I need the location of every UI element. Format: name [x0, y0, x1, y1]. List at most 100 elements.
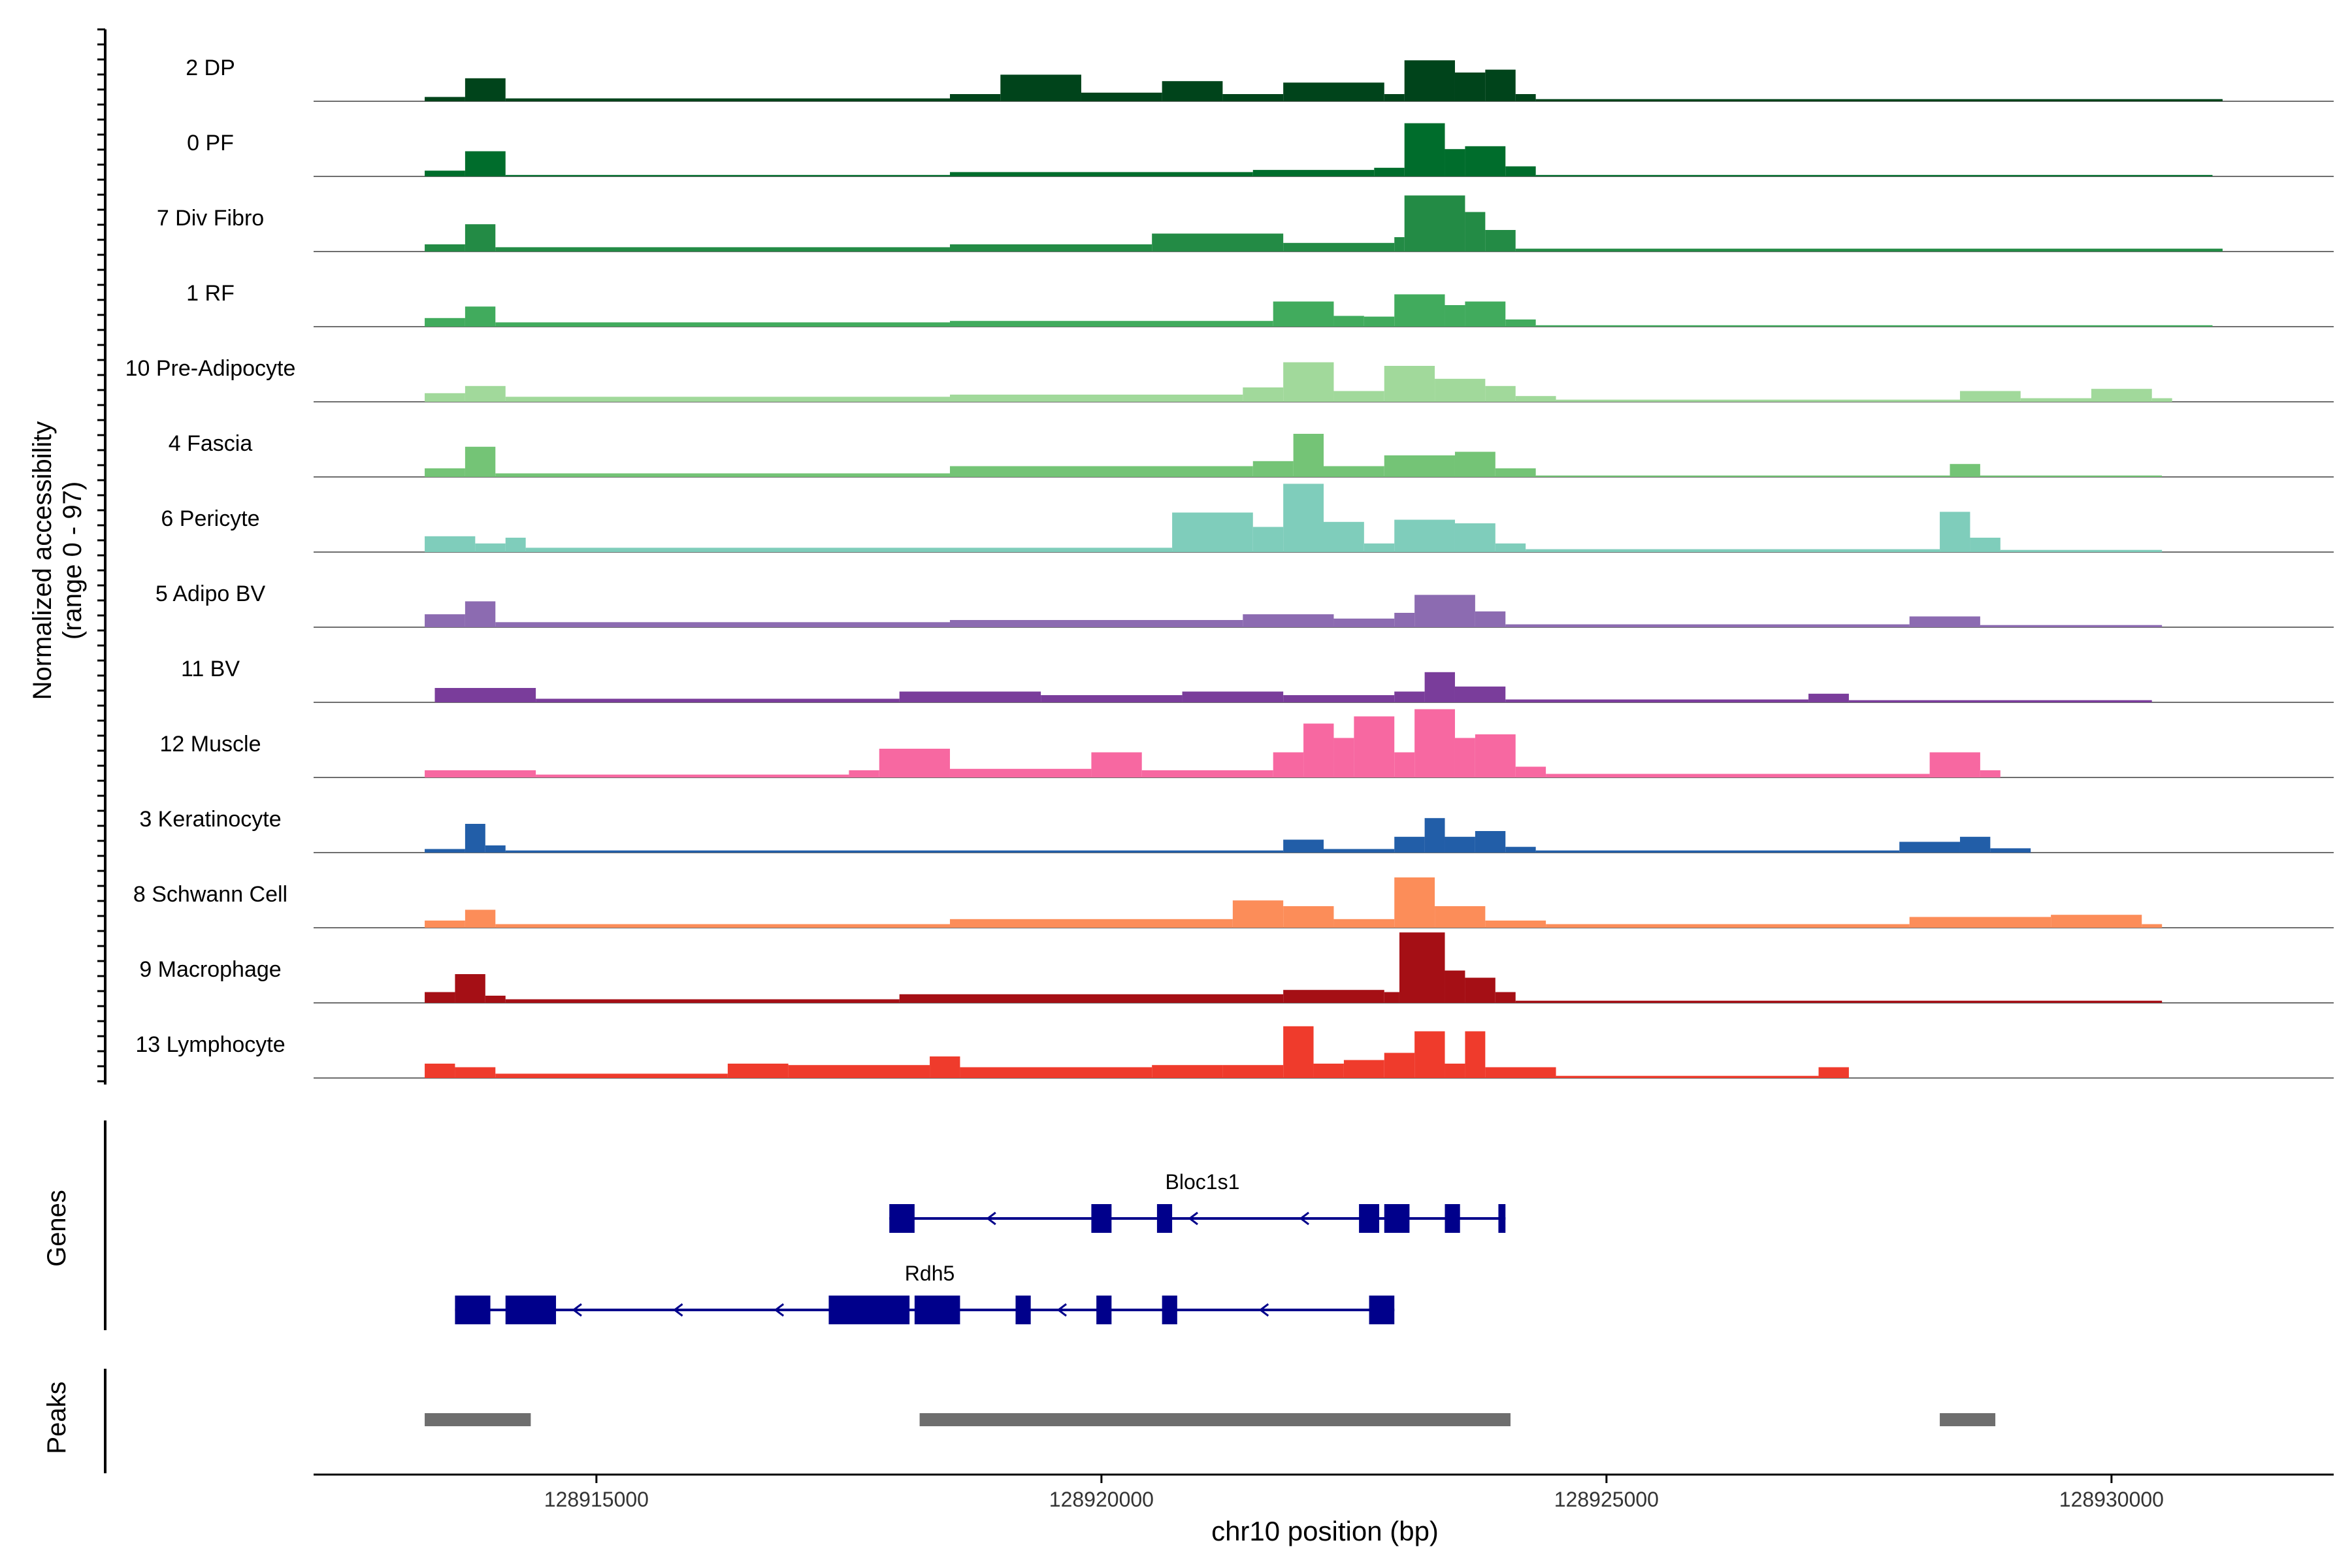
- coverage-bar: [1399, 932, 1445, 1003]
- coverage-bar: [1454, 73, 1486, 101]
- coverage-bar: [1959, 391, 2021, 402]
- gene-strand-arrow: [1188, 1211, 1198, 1226]
- coverage-bar: [1485, 921, 1546, 928]
- coverage-bar: [1515, 248, 2223, 252]
- coverage-bar: [1909, 616, 1980, 627]
- coverage-bar: [1222, 94, 1284, 101]
- coverage-bar: [1465, 146, 1506, 176]
- coverage-bar: [1424, 818, 1445, 853]
- coverage-bar: [505, 999, 900, 1003]
- gene-strand-arrow: [1056, 1303, 1067, 1317]
- coverage-bar: [1252, 461, 1294, 477]
- track-5: 10 Pre-Adipocyte: [125, 356, 2334, 402]
- coverage-bar: [465, 824, 485, 853]
- coverage-bar: [1283, 695, 1395, 702]
- track-label: 11 BV: [181, 657, 240, 681]
- coverage-bar: [465, 306, 496, 327]
- coverage-bar: [899, 994, 1284, 1003]
- peak-intervals: [425, 1413, 1996, 1426]
- coverage-bar: [1394, 294, 1445, 327]
- track-label: 5 Adipo BV: [155, 581, 266, 606]
- coverage-bar: [425, 992, 455, 1003]
- coverage-bar: [475, 543, 506, 552]
- coverage-bar: [495, 322, 950, 327]
- peak-bar: [425, 1413, 531, 1426]
- coverage-bar: [1384, 94, 1405, 101]
- x-axis-tick-label: 128925000: [1554, 1488, 1659, 1511]
- coverage-bar: [505, 174, 950, 176]
- track-label: 1 RF: [186, 281, 235, 306]
- coverage-bar: [1940, 512, 1970, 552]
- y-axis-label-line2: (range 0 - 97): [58, 482, 87, 640]
- gene-exon: [828, 1296, 910, 1324]
- coverage-bar: [1394, 519, 1455, 552]
- coverage-bar: [1515, 1000, 2163, 1003]
- gene-exon: [914, 1296, 960, 1324]
- coverage-bar: [1333, 316, 1364, 327]
- coverage-bar: [1384, 455, 1455, 477]
- gene-exon: [1096, 1296, 1112, 1324]
- coverage-bar: [1243, 387, 1284, 402]
- coverage-bar: [1222, 1065, 1284, 1078]
- coverage-bar: [425, 171, 465, 176]
- coverage-bar: [1899, 841, 1960, 853]
- coverage-bar: [949, 620, 1243, 627]
- coverage-bar: [536, 698, 900, 702]
- coverage-bar: [1313, 1064, 1344, 1078]
- x-axis-tick-label: 128915000: [544, 1488, 649, 1511]
- coverage-bar: [425, 468, 465, 477]
- coverage-bar: [495, 247, 950, 252]
- coverage-bar: [1505, 699, 1809, 702]
- coverage-bar: [1495, 468, 1536, 477]
- coverage-bar: [1364, 316, 1395, 327]
- coverage-bar: [1283, 906, 1334, 928]
- coverage-bar: [1324, 466, 1384, 477]
- coverage-bar: [1152, 1065, 1223, 1078]
- coverage-bar: [1535, 174, 2213, 176]
- coverage-bar: [1465, 212, 1486, 252]
- coverage-bar: [1485, 1067, 1556, 1078]
- x-axis-tick-label: 128930000: [2059, 1488, 2164, 1511]
- coverage-bar: [465, 385, 506, 402]
- coverage-bar: [1252, 170, 1375, 176]
- coverage-bar: [1394, 752, 1415, 777]
- coverage-bar: [1252, 527, 1284, 552]
- coverage-bar: [1970, 538, 2001, 552]
- coverage-bar: [949, 768, 1092, 777]
- coverage-bar: [1485, 69, 1516, 101]
- x-axis-label: chr10 position (bp): [1211, 1516, 1439, 1546]
- coverage-bar: [1445, 1064, 1465, 1078]
- x-axis-tick-label: 128920000: [1049, 1488, 1154, 1511]
- coverage-bar: [465, 446, 496, 477]
- coverage-bar: [1445, 305, 1465, 327]
- track-7: 6 Pericyte: [161, 483, 2334, 553]
- coverage-bar: [505, 538, 526, 552]
- coverage-bar: [1929, 752, 1980, 777]
- coverage-bar: [465, 224, 496, 252]
- track-label: 6 Pericyte: [161, 506, 259, 531]
- track-1: 2 DP: [186, 56, 2334, 102]
- gene-exon: [1015, 1296, 1031, 1324]
- coverage-bar: [1465, 977, 1495, 1003]
- coverage-bar: [1515, 396, 1556, 402]
- coverage-bar: [425, 97, 465, 101]
- track-label: 9 Macrophage: [139, 957, 281, 982]
- coverage-bar: [930, 1056, 960, 1078]
- coverage-bar: [425, 1064, 455, 1078]
- coverage-bar: [1475, 611, 1506, 627]
- coverage-axis: [97, 28, 106, 1085]
- coverage-bar: [495, 473, 950, 477]
- coverage-bar: [2000, 549, 2163, 552]
- coverage-bar: [425, 536, 476, 552]
- coverage-bar: [949, 321, 1273, 327]
- track-label: 8 Schwann Cell: [133, 882, 287, 907]
- coverage-bar: [1909, 917, 2051, 928]
- coverage-bar: [1495, 543, 1526, 552]
- coverage-bar: [1283, 1026, 1314, 1078]
- gene-bloc1s1: Bloc1s1: [889, 1170, 1506, 1233]
- coverage-bar: [1283, 362, 1334, 402]
- track-2: 0 PF: [187, 123, 2334, 177]
- coverage-bar: [1848, 700, 2152, 702]
- coverage-bar: [1535, 475, 1950, 477]
- genes-track-label: Genes: [42, 1190, 71, 1267]
